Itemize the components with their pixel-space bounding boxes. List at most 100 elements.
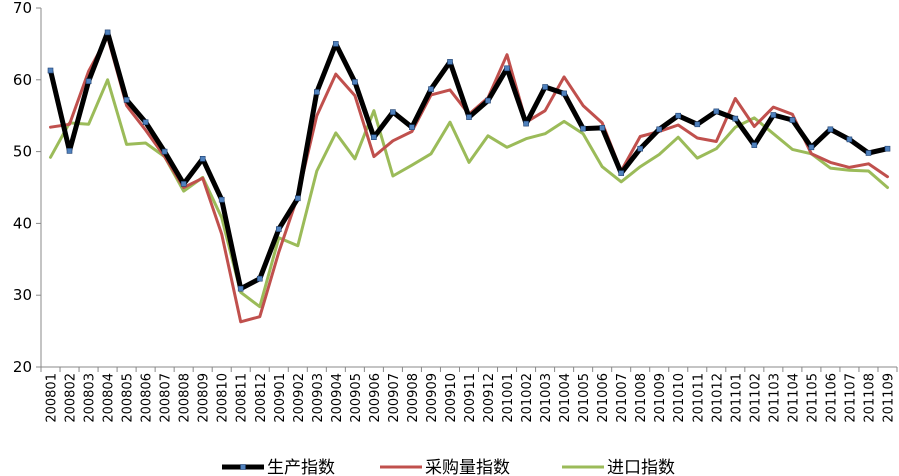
x-tick-label: 200905 — [349, 373, 364, 423]
x-tick-label: 201001 — [501, 373, 516, 423]
x-tick-label: 201009 — [653, 373, 668, 423]
data-point-production — [675, 112, 682, 119]
series-lines — [48, 29, 890, 324]
data-point-production — [66, 148, 73, 154]
x-tick-label: 201012 — [710, 373, 725, 423]
x-tick-label: 201006 — [596, 373, 611, 423]
data-point-production — [694, 121, 701, 128]
y-tick-label: 60 — [13, 71, 32, 89]
data-point-production — [808, 144, 815, 151]
data-point-production — [827, 126, 834, 133]
legend-item-production: 生产指数 — [222, 458, 335, 476]
data-point-production — [637, 145, 644, 152]
x-tick-label: 200805 — [121, 373, 136, 423]
data-point-production — [447, 59, 453, 65]
legend-marker-production — [240, 464, 246, 470]
y-tick-label: 40 — [13, 214, 32, 232]
data-point-production — [47, 67, 54, 74]
data-point-production — [256, 275, 263, 282]
x-tick-label: 200902 — [292, 373, 307, 423]
x-tick-label: 201107 — [843, 373, 858, 423]
series-line-import — [49, 78, 889, 309]
legend-label-purchase: 采购量指数 — [425, 458, 510, 476]
data-point-production — [390, 109, 396, 115]
x-tick-label: 201103 — [767, 373, 782, 423]
x-tick-label: 200903 — [311, 373, 326, 423]
x-tick-label: 200803 — [83, 373, 98, 423]
data-point-production — [142, 119, 149, 125]
data-point-production — [789, 117, 796, 123]
x-tick-label: 200810 — [216, 373, 231, 423]
x-tick-label: 201008 — [634, 373, 649, 423]
series-markers — [47, 29, 891, 292]
x-tick-label: 201003 — [539, 373, 554, 423]
x-tick-label: 200912 — [482, 373, 497, 423]
data-point-production — [352, 79, 358, 85]
x-tick-label: 201010 — [672, 373, 687, 423]
x-tick-label: 200804 — [102, 373, 117, 423]
data-point-production — [332, 41, 339, 47]
x-tick-label: 200806 — [140, 373, 155, 423]
x-tick-label: 200909 — [425, 373, 440, 423]
data-point-production — [180, 181, 187, 187]
data-point-production — [580, 125, 586, 132]
x-tick-label: 201004 — [558, 373, 573, 423]
x-axis: 200801 200802 200803 200804 200805 200806 2008… — [40, 366, 898, 423]
x-tick-label: 201002 — [520, 373, 535, 423]
data-point-production — [409, 124, 415, 130]
data-point-production — [656, 126, 663, 133]
data-point-production — [199, 156, 206, 162]
x-tick-label: 201106 — [824, 373, 839, 423]
legend-label-production: 生产指数 — [267, 458, 335, 476]
data-point-production — [123, 97, 130, 103]
x-tick-label: 201102 — [748, 373, 763, 423]
data-point-production — [313, 89, 320, 95]
data-point-production — [428, 86, 434, 92]
x-tick-label: 200908 — [406, 373, 421, 423]
data-point-production — [713, 108, 720, 115]
x-tick-label: 201104 — [786, 373, 801, 423]
x-tick-label: 201011 — [691, 373, 706, 423]
x-tick-label: 200808 — [178, 373, 193, 423]
x-tick-label: 201101 — [729, 373, 744, 423]
x-tick-label: 200801 — [45, 373, 60, 423]
data-point-production — [218, 196, 225, 203]
data-point-production — [294, 195, 301, 202]
y-axis: 20 30 40 50 60 70 — [13, 0, 42, 376]
x-tick-label: 200901 — [273, 373, 288, 423]
data-point-production — [884, 145, 891, 152]
data-point-production — [504, 65, 510, 72]
data-point-production — [618, 170, 625, 176]
data-point-production — [485, 97, 491, 104]
x-tick-label: 200911 — [463, 373, 478, 423]
data-point-production — [85, 78, 92, 84]
data-point-production — [865, 150, 872, 156]
x-tick-label: 200811 — [235, 373, 250, 423]
y-tick-label: 50 — [13, 143, 32, 161]
x-tick-label: 201105 — [805, 373, 820, 423]
x-tick-label: 200907 — [387, 373, 402, 423]
y-tick-label: 70 — [13, 0, 32, 17]
data-point-production — [523, 120, 529, 127]
x-tick-label: 200802 — [64, 373, 79, 423]
x-tick-label: 200809 — [197, 373, 212, 423]
data-point-production — [161, 148, 168, 155]
data-point-production — [371, 134, 377, 140]
x-tick-label: 201109 — [881, 373, 896, 423]
data-point-production — [561, 90, 567, 97]
x-tick-label: 200906 — [368, 373, 383, 423]
data-point-production — [599, 125, 606, 131]
legend-item-import: 进口指数 — [562, 458, 675, 476]
data-point-production — [751, 142, 758, 148]
data-point-production — [770, 112, 777, 118]
legend-item-purchase: 采购量指数 — [380, 458, 510, 476]
x-tick-label: 201005 — [577, 373, 592, 423]
x-tick-label: 200904 — [330, 373, 345, 423]
x-tick-label: 201007 — [615, 373, 630, 423]
y-tick-label: 30 — [13, 286, 32, 304]
data-point-production — [732, 115, 739, 122]
data-point-production — [542, 84, 548, 90]
legend: 生产指数 采购量指数 进口指数 — [222, 458, 675, 476]
data-point-production — [846, 136, 853, 143]
